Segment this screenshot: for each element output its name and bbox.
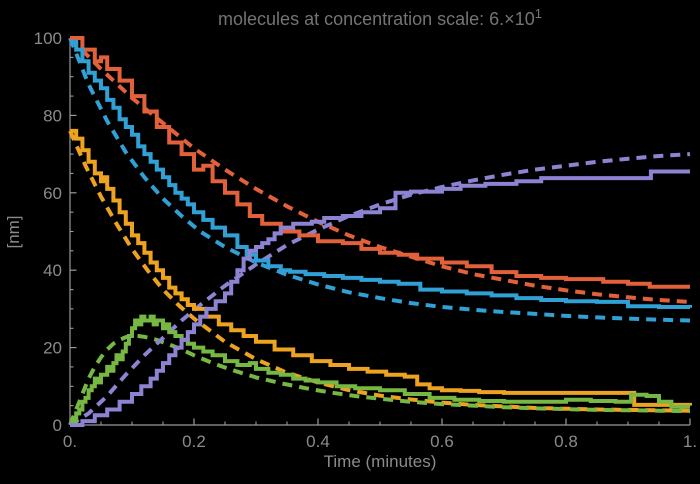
x-tick-label: 0.4 <box>306 432 330 451</box>
y-axis-label: [nm] <box>4 215 23 249</box>
chart-title-text: molecules at concentration scale: 6.×10 <box>218 9 535 29</box>
x-axis-label: Time (minutes) <box>323 452 437 471</box>
x-tick-label: 0.8 <box>554 432 578 451</box>
y-tick-label: 0 <box>53 416 62 435</box>
x-tick-label: 0.6 <box>430 432 454 451</box>
chart-title-exponent: 1 <box>534 6 542 21</box>
x-tick-label: 1. <box>683 432 697 451</box>
y-tick-label: 60 <box>43 184 62 203</box>
series-purple-solid <box>70 169 690 427</box>
y-tick-label: 80 <box>43 106 62 125</box>
series-red-solid <box>70 36 690 289</box>
x-tick-label: 0.2 <box>182 432 206 451</box>
y-tick-label: 40 <box>43 261 62 280</box>
series-purple-dashed <box>68 152 691 427</box>
series-green-solid <box>70 314 690 427</box>
series-blue-solid <box>70 39 692 309</box>
y-tick-label: 100 <box>34 29 62 48</box>
y-tick-label: 20 <box>43 339 62 358</box>
series-orange-solid <box>70 128 692 407</box>
series-blue-dashed <box>68 37 691 323</box>
x-tick-label: 0. <box>63 432 77 451</box>
series-green-dashed <box>68 334 691 426</box>
chart-title: molecules at concentration scale: 6.×101 <box>70 6 690 30</box>
series-orange-dashed <box>68 130 691 413</box>
